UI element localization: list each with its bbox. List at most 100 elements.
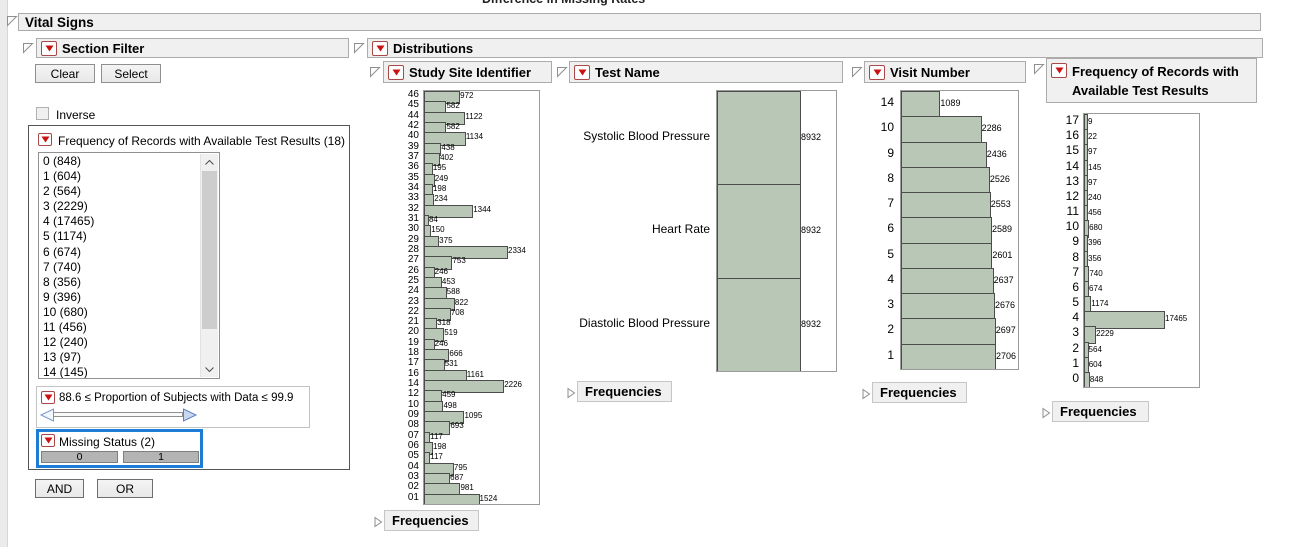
list-item[interactable]: 0 (848): [43, 154, 82, 168]
list-item[interactable]: 9 (396): [43, 289, 82, 304]
collapse-triangle-icon[interactable]: [353, 42, 365, 54]
bar[interactable]: [901, 267, 994, 297]
bar-value-label: 84: [428, 214, 438, 224]
bar[interactable]: [717, 91, 801, 188]
range-slider-track[interactable]: [53, 412, 183, 417]
list-item[interactable]: 12 (240): [43, 335, 88, 350]
scrollbar-thumb[interactable]: [202, 171, 217, 329]
scroll-up-button[interactable]: [201, 154, 218, 170]
red-triangle-menu-icon[interactable]: [1051, 63, 1067, 78]
category-label: 03: [407, 471, 419, 483]
scroll-down-button[interactable]: [201, 361, 218, 377]
bar[interactable]: [717, 277, 801, 371]
section-filter-header[interactable]: Section Filter: [36, 38, 349, 58]
collapse-triangle-icon[interactable]: [369, 66, 381, 78]
bar[interactable]: [901, 166, 990, 196]
bar[interactable]: [901, 242, 993, 271]
bar[interactable]: [424, 132, 466, 146]
bar[interactable]: [1084, 326, 1097, 345]
list-item[interactable]: 3 (2229): [43, 199, 88, 214]
red-triangle-menu-icon[interactable]: [41, 434, 55, 447]
red-triangle-menu-icon[interactable]: [41, 40, 57, 56]
bar[interactable]: [424, 380, 505, 394]
inverse-checkbox[interactable]: [36, 107, 49, 120]
collapse-triangle-icon[interactable]: [22, 42, 34, 54]
bar-value-label: 687: [450, 473, 464, 483]
bar[interactable]: [901, 318, 996, 347]
list-item[interactable]: 14 (145): [43, 365, 88, 379]
visit-number-header[interactable]: Visit Number: [864, 61, 1026, 83]
bar[interactable]: [424, 421, 451, 435]
bar[interactable]: [424, 204, 474, 218]
bar[interactable]: [1084, 371, 1090, 387]
bar-value-label: 246: [434, 266, 448, 276]
vertical-scrollbar[interactable]: [200, 154, 218, 377]
select-button[interactable]: Select: [101, 64, 161, 83]
vital-signs-header[interactable]: Vital Signs: [18, 13, 1261, 31]
bar-value-label: 145: [1088, 162, 1102, 172]
missing-status-0-button[interactable]: 0: [41, 451, 118, 463]
bar[interactable]: [1084, 311, 1165, 330]
bar[interactable]: [901, 217, 992, 246]
list-item[interactable]: 7 (740): [43, 259, 82, 274]
category-label: 23: [407, 295, 419, 307]
category-label: Systolic Blood Pressure: [583, 129, 710, 143]
missing-status-1-button[interactable]: 1: [123, 451, 199, 463]
clear-button[interactable]: Clear: [35, 64, 95, 83]
bar[interactable]: [901, 91, 941, 120]
list-item[interactable]: 8 (356): [43, 274, 82, 289]
bar[interactable]: [424, 307, 451, 322]
bar[interactable]: [424, 493, 480, 504]
bar[interactable]: [901, 141, 987, 170]
range-slider-right-handle[interactable]: [182, 407, 198, 423]
axis-category-labels: 46 45 44 42 40 39 37 36 35 34 33 32 31 30 29 28 27 26 25 24…: [391, 89, 419, 503]
collapse-triangle-icon[interactable]: [1033, 63, 1045, 75]
red-triangle-menu-icon[interactable]: [41, 391, 55, 404]
study-site-header[interactable]: Study Site Identifier: [383, 61, 552, 83]
list-item[interactable]: 5 (1174): [43, 229, 87, 244]
list-item[interactable]: 11 (456): [43, 320, 87, 335]
freq-records-header[interactable]: Frequency of Records with Available Test…: [1046, 58, 1257, 103]
frequencies-button[interactable]: Frequencies: [384, 510, 479, 531]
bar[interactable]: [424, 245, 508, 260]
frequencies-button[interactable]: Frequencies: [577, 381, 672, 402]
frequencies-button[interactable]: Frequencies: [1052, 401, 1149, 422]
list-filter-title: Frequency of Records with Available Test…: [58, 134, 346, 148]
bar-value-label: 2637: [993, 274, 1014, 285]
frequency-listbox[interactable]: 0 (848) 1 (604) 2 (564) 3 (2229) 4 (17465) 5 …: [38, 152, 220, 379]
collapse-triangle-icon[interactable]: [851, 66, 863, 78]
category-label: 28: [407, 243, 419, 255]
bar[interactable]: [901, 192, 991, 221]
list-item[interactable]: 10 (680): [43, 304, 88, 319]
bar-value-label: 519: [444, 328, 458, 338]
collapse-triangle-icon[interactable]: [6, 15, 18, 27]
category-label: Heart Rate: [651, 222, 710, 237]
bar[interactable]: [901, 343, 996, 369]
test-name-header[interactable]: Test Name: [569, 61, 843, 83]
red-triangle-menu-icon[interactable]: [574, 64, 590, 80]
red-triangle-menu-icon[interactable]: [869, 64, 885, 80]
expand-triangle-icon[interactable]: [861, 388, 871, 400]
category-label: 7: [1072, 264, 1079, 279]
list-item[interactable]: 1 (604): [43, 169, 82, 184]
or-button[interactable]: OR: [97, 479, 153, 498]
expand-triangle-icon[interactable]: [373, 516, 383, 528]
bar[interactable]: [424, 256, 453, 270]
list-item[interactable]: 13 (97): [43, 350, 82, 365]
bar-value-label: 198: [432, 442, 447, 452]
expand-triangle-icon[interactable]: [1041, 407, 1051, 419]
expand-triangle-icon[interactable]: [566, 387, 576, 399]
distributions-header[interactable]: Distributions: [367, 38, 1263, 58]
frequencies-button[interactable]: Frequencies: [872, 382, 967, 403]
list-item[interactable]: 6 (674): [43, 244, 82, 259]
bar[interactable]: [901, 293, 995, 322]
red-triangle-menu-icon[interactable]: [372, 40, 388, 56]
red-triangle-menu-icon[interactable]: [38, 133, 52, 146]
collapse-triangle-icon[interactable]: [556, 66, 568, 78]
red-triangle-menu-icon[interactable]: [388, 64, 404, 80]
and-button[interactable]: AND: [35, 479, 84, 498]
list-item[interactable]: 2 (564): [43, 184, 82, 199]
bar[interactable]: [901, 116, 982, 145]
bar[interactable]: [717, 184, 801, 281]
list-item[interactable]: 4 (17465): [43, 214, 95, 229]
